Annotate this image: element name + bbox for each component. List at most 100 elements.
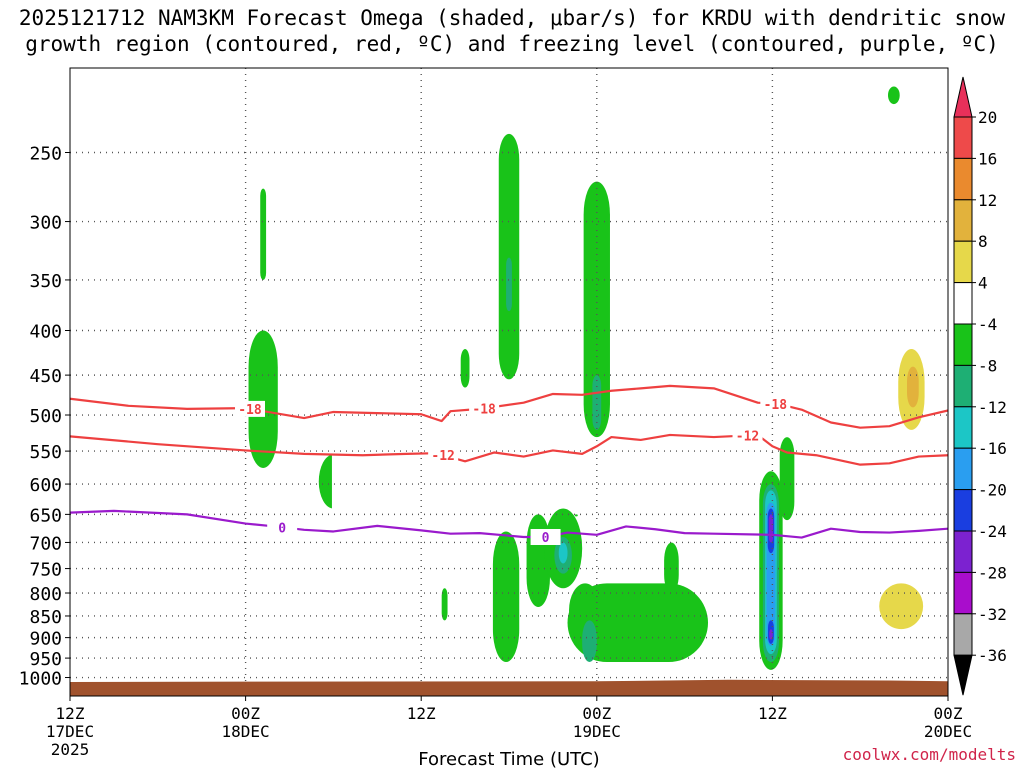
omega-region-m8 (506, 257, 512, 312)
omega-region-p4 (791, 563, 809, 616)
contour-label-bg (732, 427, 763, 444)
omega-region-m4 (574, 514, 578, 517)
contour-label: -12 (736, 429, 759, 444)
omega-region-p8 (879, 583, 924, 630)
y-tick-label: 800 (29, 584, 62, 605)
omega-region-p4 (356, 366, 378, 485)
omega-region-m4 (260, 188, 267, 280)
y-tick-label: 350 (29, 271, 62, 292)
chart-title-line-1: 2025121712 NAM3KM Forecast Omega (shaded… (18, 6, 1006, 30)
y-tick-label: 550 (29, 442, 62, 463)
colorbar-swatch (953, 199, 973, 242)
omega-region-p4 (429, 467, 448, 579)
x-tick-label: 19DEC (573, 722, 621, 741)
y-tick-label: 1000 (19, 669, 62, 690)
contour-label: -18 (238, 403, 262, 418)
x-tick-label: 12Z (407, 704, 436, 723)
colorbar-min-triangle (953, 654, 973, 696)
x-tick-label: 18DEC (222, 722, 270, 741)
colorbar-swatch (953, 240, 973, 284)
omega-region-m8 (592, 375, 602, 430)
contour-dgz-cold (70, 384, 948, 429)
omega-region-m12 (558, 542, 568, 564)
contour-label: -18 (472, 402, 496, 417)
y-tick-label: 650 (29, 505, 62, 526)
plot-frame (69, 67, 949, 697)
colorbar-swatch (953, 530, 973, 573)
colorbar-swatch (953, 282, 973, 325)
y-tick-label: 900 (29, 629, 62, 650)
omega-region-m4 (888, 86, 900, 105)
y-tick-label: 850 (29, 607, 62, 628)
colorbar-tick-label: 20 (978, 108, 997, 127)
omega-region-m4 (460, 348, 470, 388)
omega-region-m4 (441, 588, 448, 621)
colorbar-tick-label: -12 (978, 398, 1007, 417)
colorbar-swatch (953, 406, 973, 449)
omega-region-p4 (836, 429, 878, 638)
source-credit: coolwx.com/modelts (842, 745, 1016, 764)
contour-label: 0 (278, 521, 286, 536)
x-tick-label: 12Z (758, 704, 787, 723)
omega-region-p4 (763, 279, 793, 384)
contour-label-bg (760, 395, 791, 412)
colorbar-swatch (953, 571, 973, 615)
colorbar-tick-label: -16 (978, 439, 1007, 458)
contour-label-bg (267, 519, 298, 536)
x-tick-label: 17DEC (46, 722, 94, 741)
colorbar-tick-label: -36 (978, 646, 1007, 665)
x-tick-label: 2025 (51, 740, 90, 759)
omega-region-m4 (664, 542, 679, 594)
colorbar-swatch (953, 323, 973, 366)
omega-region-m8 (582, 620, 597, 663)
contour-label-bg (469, 400, 500, 417)
omega-region-m4 (567, 583, 709, 663)
y-tick-label: 600 (29, 475, 62, 496)
omega-region-m4 (583, 181, 610, 438)
colorbar-tick-label: -24 (978, 522, 1007, 541)
omega-region-m24 (769, 629, 773, 640)
colorbar-swatch (953, 364, 973, 408)
contour-label-bg (234, 400, 265, 417)
contour-label: -12 (431, 449, 454, 464)
colorbar-swatch (953, 116, 973, 159)
contour-label: 0 (542, 531, 550, 546)
colorbar-tick-label: -20 (978, 481, 1007, 500)
omega-region-p4 (677, 391, 692, 445)
contour-label: -18 (764, 398, 788, 413)
omega-region-p4 (716, 330, 723, 376)
y-tick-label: 450 (29, 366, 62, 387)
omega-region-p4 (734, 379, 761, 458)
omega-region-p4 (630, 391, 649, 445)
colorbar-tick-label: -8 (978, 356, 997, 375)
colorbar-swatch (953, 157, 973, 201)
omega-region-p4 (655, 208, 679, 312)
y-tick-label: 700 (29, 533, 62, 554)
ground-surface (70, 679, 948, 696)
omega-region-p4 (574, 366, 581, 392)
omega-region-m4 (492, 531, 520, 663)
x-tick-label: 00Z (934, 704, 963, 723)
omega-region-p4 (331, 415, 353, 532)
omega-region-p4 (888, 120, 903, 182)
y-tick-label: 300 (29, 213, 62, 234)
colorbar-swatch (953, 489, 973, 532)
colorbar-swatch (953, 447, 973, 491)
y-tick-label: 950 (29, 649, 62, 670)
contour-dgz-warm (70, 433, 948, 466)
chart-title-line-2: growth region (contoured, red, ºC) and f… (25, 32, 999, 56)
colorbar-swatch (953, 613, 973, 656)
x-tick-label: 12Z (56, 704, 85, 723)
omega-region-p12 (907, 366, 919, 408)
x-tick-label: 00Z (582, 704, 611, 723)
colorbar-max-triangle (953, 76, 973, 118)
y-tick-label: 250 (29, 144, 62, 165)
y-tick-label: 750 (29, 560, 62, 581)
colorbar-tick-label: 8 (978, 232, 988, 251)
y-tick-label: 400 (29, 322, 62, 343)
omega-region-p4 (795, 633, 817, 663)
colorbar-tick-label: -28 (978, 563, 1007, 582)
colorbar-tick-label: 16 (978, 149, 997, 168)
omega-region-m4 (498, 133, 520, 380)
